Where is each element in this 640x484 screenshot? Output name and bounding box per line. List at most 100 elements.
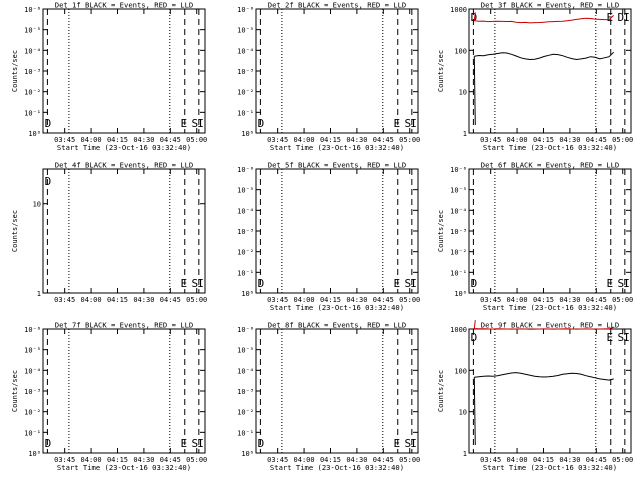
plot-frame — [468, 8, 632, 134]
x-tick-label: 05:00 — [399, 296, 420, 304]
y-tick-label: 10⁻² — [24, 409, 41, 417]
y-axis-label: Counts/sec — [11, 370, 19, 412]
y-tick-label: 10⁻² — [237, 249, 254, 257]
x-tick-label: 04:45 — [586, 296, 607, 304]
x-tick-label: 03:45 — [54, 136, 75, 144]
y-tick-label: 10⁻² — [237, 89, 254, 97]
x-tick-label: 04:30 — [559, 296, 580, 304]
y-tick-label: 10⁻⁵ — [450, 187, 467, 195]
y-tick-label: 1 — [463, 130, 467, 138]
y-tick-label: 10⁻⁵ — [24, 27, 41, 35]
x-tick-label: 04:45 — [373, 296, 394, 304]
y-tick-label: 10⁻⁶ — [237, 166, 254, 174]
x-tick-label: 04:30 — [559, 136, 580, 144]
x-tick-label: 04:30 — [346, 296, 367, 304]
x-tick-label: 03:45 — [480, 296, 501, 304]
y-tick-label: 10⁻³ — [237, 388, 254, 396]
x-tick-label: 04:45 — [160, 296, 181, 304]
x-tick-label: 04:15 — [533, 456, 554, 464]
y-tick-label: 10⁻¹ — [450, 269, 467, 277]
y-tick-label: 10⁰ — [454, 290, 467, 298]
y-tick-label: 10⁻² — [450, 249, 467, 257]
x-tick-label: 04:00 — [294, 456, 315, 464]
x-tick-label: 04:30 — [346, 136, 367, 144]
y-tick-label: 10 — [33, 201, 41, 209]
marker-label-S: S — [617, 277, 624, 290]
marker-label-I: I — [410, 437, 417, 450]
x-axis-label: Start Time (23-Oct-16 03:32:40) — [57, 463, 191, 472]
y-tick-label: 10⁻¹ — [237, 109, 254, 117]
y-axis-label: Counts/sec — [11, 50, 19, 92]
marker-label-I: I — [410, 117, 417, 130]
x-tick-label: 04:15 — [533, 136, 554, 144]
x-tick-label: 03:45 — [480, 136, 501, 144]
x-tick-label: 04:15 — [107, 456, 128, 464]
y-tick-label: 10⁻¹ — [24, 429, 41, 437]
x-tick-label: 03:45 — [267, 296, 288, 304]
panel-det-8: Det 8f BLACK = Events, RED = LLD 10⁰ 10⁻¹ 1… — [237, 321, 420, 473]
y-tick-label: 10⁻⁴ — [237, 207, 254, 215]
marker-label-D: D — [45, 117, 52, 130]
plot-frame — [42, 328, 206, 454]
y-tick-label: 10⁻³ — [237, 68, 254, 76]
marker-label-S: S — [617, 331, 624, 344]
x-tick-label: 05:00 — [186, 136, 207, 144]
panel-title: Det 4f BLACK = Events, RED = LLD — [55, 161, 193, 170]
panel-det-6: Det 6f BLACK = Events, RED = LLD 10⁰ 10⁻¹ 1… — [437, 161, 633, 313]
panel-title: Det 8f BLACK = Events, RED = LLD — [268, 321, 406, 330]
y-tick-label: 10⁻⁵ — [237, 347, 254, 355]
y-tick-label: 1000 — [450, 326, 467, 334]
y-tick-label: 10⁰ — [28, 450, 41, 458]
series-start-spike — [473, 320, 476, 329]
panel-title: Det 5f BLACK = Events, RED = LLD — [268, 161, 406, 170]
marker-label-S: S — [191, 437, 198, 450]
marker-label-E: E — [394, 277, 401, 290]
panel-title: Det 7f BLACK = Events, RED = LLD — [55, 321, 193, 330]
y-tick-label: 1 — [37, 290, 41, 298]
y-tick-label: 10⁻⁴ — [237, 47, 254, 55]
y-tick-label: 1000 — [450, 6, 467, 14]
x-tick-label: 04:00 — [294, 136, 315, 144]
marker-label-I: I — [197, 437, 204, 450]
plot-frame — [42, 168, 206, 294]
plot-frame — [255, 8, 419, 134]
y-tick-label: 10⁻² — [237, 409, 254, 417]
panel-title: Det 2f BLACK = Events, RED = LLD — [268, 1, 406, 10]
plot-frame — [255, 168, 419, 294]
panel-det-4: Det 4f BLACK = Events, RED = LLD 1 10 Count… — [11, 161, 207, 305]
y-tick-label: 10⁻⁶ — [24, 6, 41, 14]
x-tick-label: 05:00 — [612, 456, 633, 464]
y-tick-label: 10⁰ — [28, 130, 41, 138]
x-tick-label: 03:45 — [267, 136, 288, 144]
marker-label-E: E — [181, 277, 188, 290]
marker-label-S: S — [404, 437, 411, 450]
y-tick-label: 1 — [463, 450, 467, 458]
y-tick-label: 10⁻⁴ — [24, 367, 41, 375]
x-tick-label: 03:45 — [267, 456, 288, 464]
x-tick-label: 04:45 — [373, 136, 394, 144]
x-tick-label: 04:45 — [160, 136, 181, 144]
marker-label-D: D — [471, 331, 478, 344]
x-tick-label: 04:00 — [507, 296, 528, 304]
y-tick-label: 10⁻³ — [237, 228, 254, 236]
x-tick-label: 05:00 — [612, 296, 633, 304]
x-tick-label: 04:30 — [133, 296, 154, 304]
marker-label-E: E — [394, 117, 401, 130]
y-tick-label: 10 — [459, 89, 467, 97]
y-tick-label: 10⁰ — [241, 290, 254, 298]
marker-label-S: S — [191, 117, 198, 130]
x-tick-label: 05:00 — [186, 456, 207, 464]
x-tick-label: 04:15 — [533, 296, 554, 304]
y-axis-label: Counts/sec — [437, 210, 445, 252]
panel-det-7: Det 7f BLACK = Events, RED = LLD 10⁰ 10⁻¹ 1… — [11, 321, 207, 473]
y-tick-label: 10⁻⁶ — [450, 166, 467, 174]
series-start-spike — [473, 12, 476, 21]
marker-label-D: D — [471, 277, 478, 290]
y-axis-label: Counts/sec — [11, 210, 19, 252]
panel-det-1: Det 1f BLACK = Events, RED = LLD 10⁰ 10⁻¹ 1… — [11, 1, 207, 153]
y-tick-label: 10⁻⁵ — [237, 187, 254, 195]
x-axis-label: Start Time (23-Oct-16 03:32:40) — [483, 463, 617, 472]
marker-label-D: D — [258, 117, 265, 130]
x-axis-label: Start Time (23-Oct-16 03:32:40) — [57, 143, 191, 152]
x-axis-label: Start Time (23-Oct-16 03:32:40) — [270, 303, 404, 312]
